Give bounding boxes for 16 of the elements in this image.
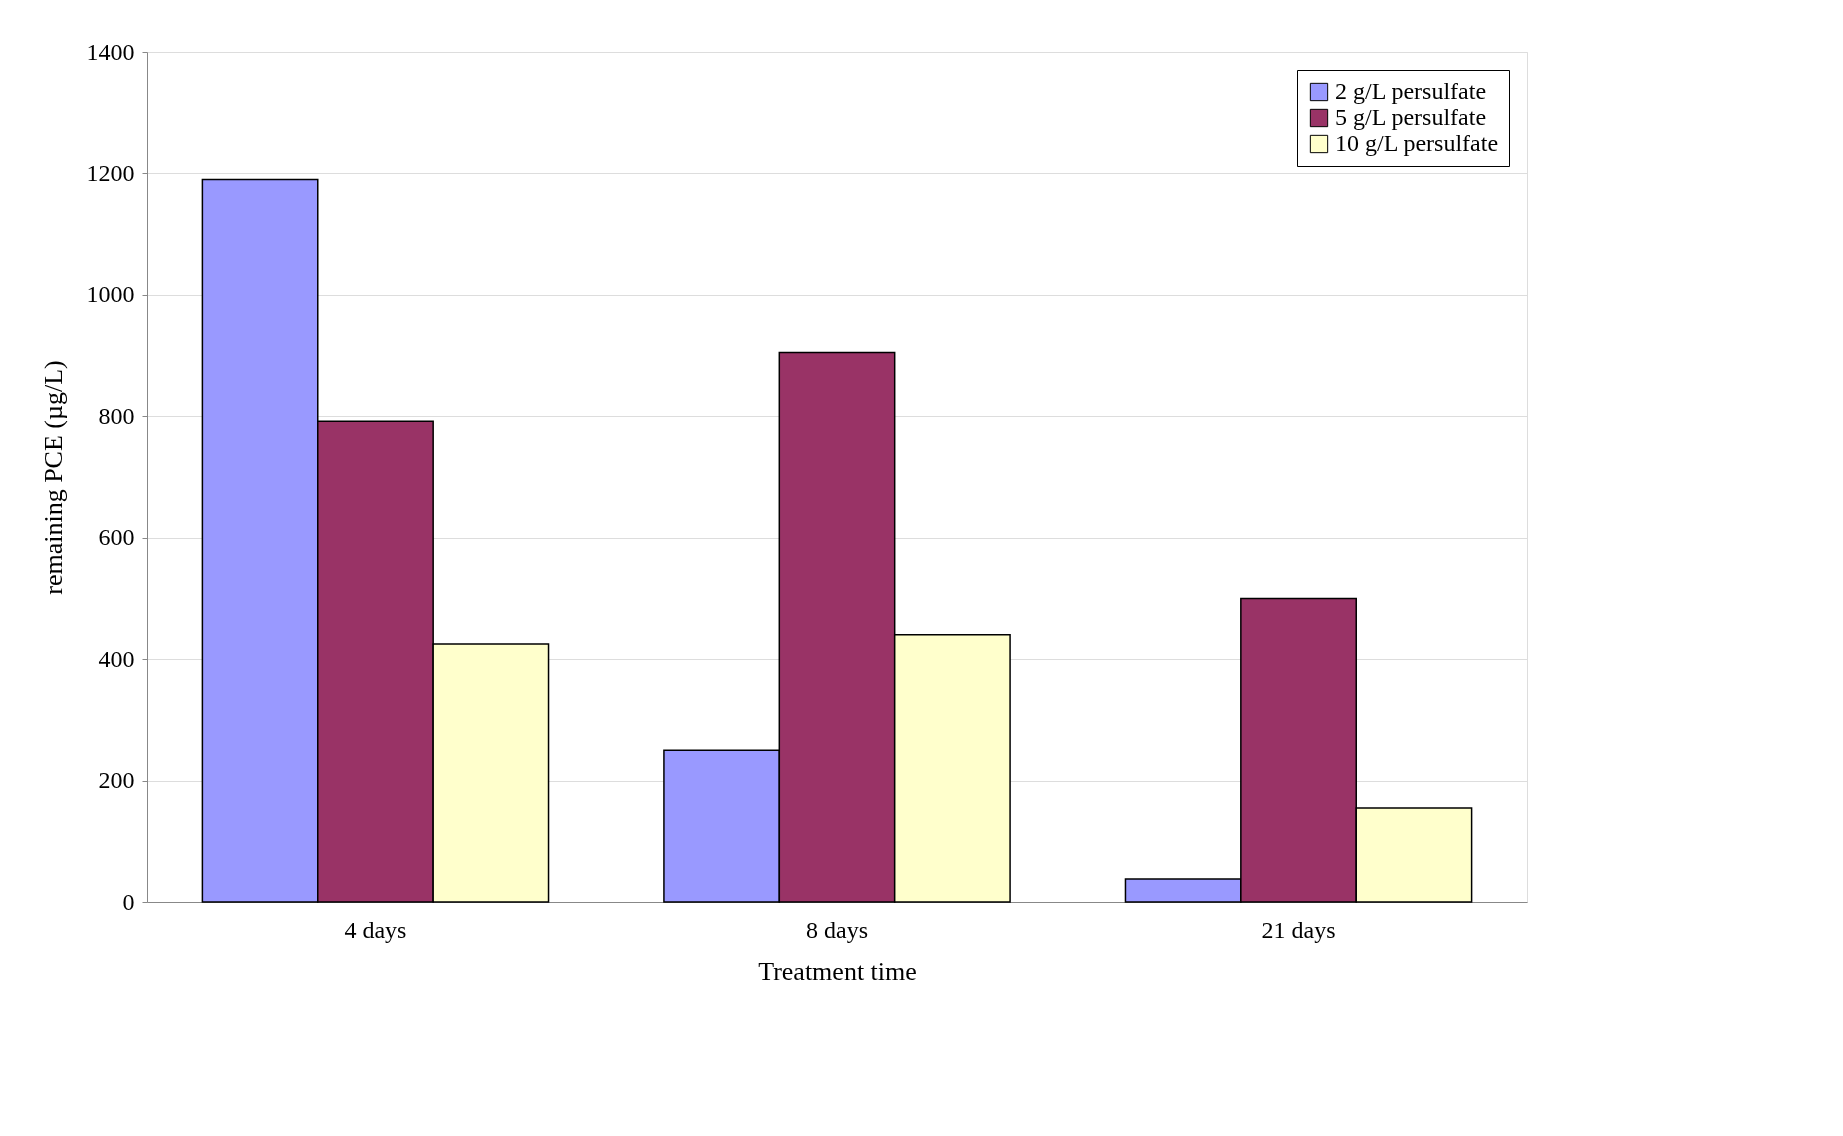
y-axis-title: remaining PCE (µg/L) [38, 360, 68, 595]
y-tick-label: 600 [98, 524, 135, 551]
x-axis-title: Treatment time [758, 956, 917, 986]
y-tick-label: 200 [98, 767, 135, 794]
y-tick-label: 1400 [86, 38, 135, 65]
legend-label: 5 g/L persulfate [1335, 104, 1487, 130]
legend-label: 10 g/L persulfate [1335, 130, 1499, 156]
y-tick-label: 400 [98, 645, 135, 672]
x-tick-label: 8 days [806, 916, 868, 943]
y-tick-label: 1000 [86, 281, 135, 308]
x-tick-label: 21 days [1261, 916, 1336, 943]
y-tick-label: 0 [122, 888, 135, 915]
legend-label: 2 g/L persulfate [1335, 78, 1487, 104]
x-tick-label: 4 days [344, 916, 407, 943]
y-tick-label: 800 [98, 402, 135, 429]
y-tick-label: 1200 [86, 159, 135, 186]
